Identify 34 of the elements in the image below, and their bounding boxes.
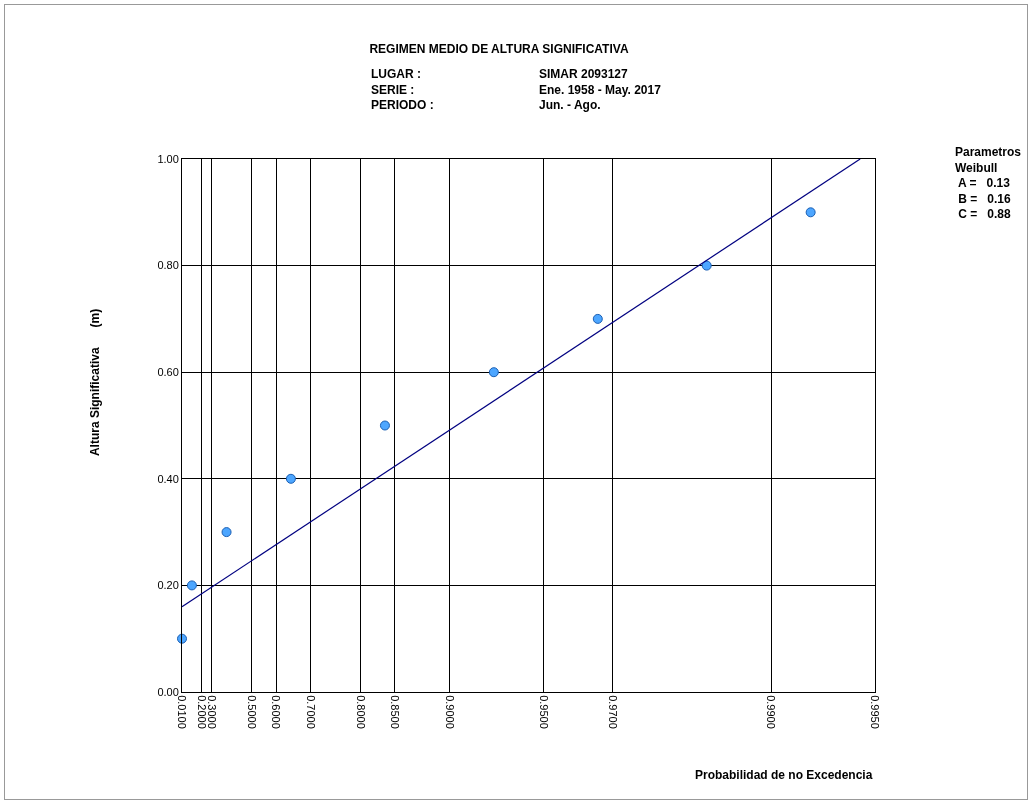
x-tick-label: 0.9950 <box>869 695 882 729</box>
x-tick-label: 0.9700 <box>607 695 620 729</box>
x-tick-label: 0.0100 <box>176 695 189 729</box>
text: SIMAR 2093127 Ene. 1958 - May. 2017 Jun. - Ago. <box>539 67 662 113</box>
y-tick-label: 1.00 <box>157 152 179 165</box>
x-tick-label: 0.8000 <box>354 695 367 729</box>
point <box>186 580 197 591</box>
y-tick-label: 0.80 <box>157 259 179 272</box>
y-tick-label: 0.20 <box>157 579 179 592</box>
x-tick-label: 0.8500 <box>389 695 402 729</box>
point <box>379 420 390 431</box>
x-tick-label: 0.6000 <box>270 695 283 729</box>
x-tick-label: 0.9500 <box>537 695 550 729</box>
chart-title: REGIMEN MEDIO DE ALTURA SIGNIFICATIVA <box>369 42 629 57</box>
point <box>177 633 187 644</box>
x-tick-label: 0.7000 <box>305 695 318 729</box>
x-tick-label: 0.3000 <box>206 695 219 729</box>
x-tick-label: 0.9000 <box>443 695 456 729</box>
text: LUGAR : SERIE : PERIODO : <box>371 67 434 113</box>
point <box>221 527 232 538</box>
point <box>285 473 296 484</box>
point <box>701 260 712 271</box>
x-tick-label: 0.9900 <box>765 695 778 729</box>
y-tick-label: 0.00 <box>157 685 179 698</box>
point <box>488 367 499 378</box>
x-tick-label: 0.2000 <box>196 695 209 729</box>
y-tick-label: 0.40 <box>157 472 179 485</box>
point <box>592 313 603 324</box>
text: Parametros Weibull A = 0.13 B = 0.16 C = 0.88 <box>955 145 1022 222</box>
x-axis-title: Probabilidad de no Excedencia <box>695 768 873 782</box>
y-axis-title: Altura Significativa (m) <box>88 308 103 457</box>
point <box>805 207 816 218</box>
x-tick-label: 0.5000 <box>245 695 258 729</box>
y-tick-label: 0.60 <box>157 366 179 379</box>
